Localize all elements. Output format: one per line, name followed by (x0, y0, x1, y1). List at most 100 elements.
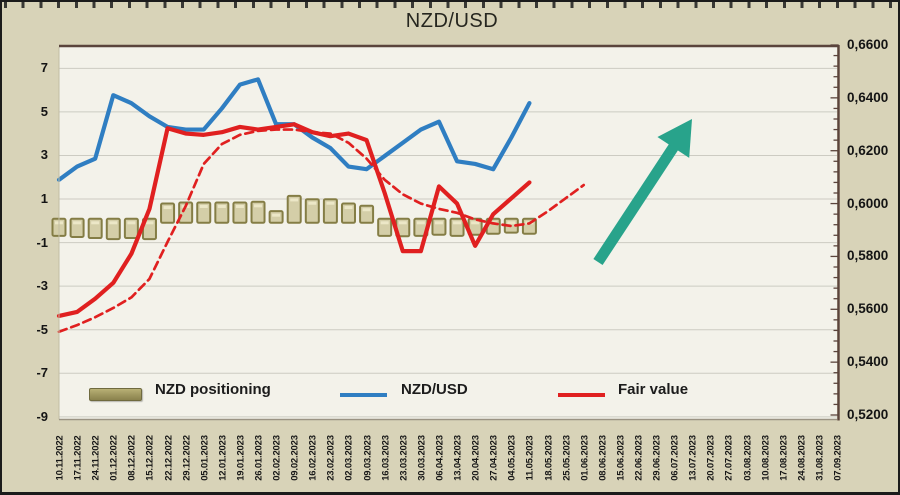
legend-swatch-nzd-positioning (89, 388, 142, 401)
bar-nzd-positioning (286, 194, 302, 224)
x-axis-label: 13.04.2023 (452, 435, 464, 481)
right-axis-tick-label: 0,6600 (847, 37, 889, 52)
legend-label-nzd-positioning: NZD positioning (155, 381, 271, 398)
left-axis-tick-label: -7 (36, 365, 48, 381)
top-axis-ticks (4, 2, 898, 8)
x-axis-label: 23.03.2023 (398, 435, 410, 481)
x-axis-label: 12.01.2023 (217, 435, 229, 481)
x-axis-label: 29.06.2023 (651, 435, 663, 481)
left-axis-tick-label: 3 (40, 147, 48, 163)
x-axis-label: 22.12.2022 (163, 435, 175, 481)
bar-highlight (362, 208, 371, 212)
left-axis-tick-label: 7 (40, 60, 48, 76)
right-axis-tick-label: 0,6400 (847, 89, 889, 105)
x-axis-label: 13.07.2023 (687, 435, 699, 481)
trend-arrow-head (657, 119, 692, 158)
bar-highlight (290, 198, 299, 202)
x-axis-label: 27.07.2023 (723, 435, 735, 481)
x-axis-label: 10.11.2022 (54, 435, 66, 481)
bar-nzd-positioning (268, 210, 284, 224)
x-axis-label: 17.08.2023 (778, 435, 790, 481)
plot-background (59, 47, 837, 420)
x-axis-label: 05.01.2023 (199, 435, 211, 481)
x-axis-label: 24.11.2022 (90, 435, 102, 481)
bar-nzd-positioning (322, 198, 338, 224)
bar-highlight (217, 204, 226, 208)
x-axis-label: 11.05.2023 (524, 435, 536, 481)
bar-highlight (127, 221, 136, 225)
bar-highlight (398, 221, 407, 225)
legend-label-fair-value: Fair value (618, 381, 689, 398)
x-axis-label: 24.08.2023 (796, 435, 808, 481)
right-axis-tick-label: 0,5400 (847, 354, 889, 370)
trend-arrow-shaft (593, 139, 682, 266)
x-axis-label: 10.08.2023 (760, 435, 772, 481)
bar-highlight (73, 221, 82, 225)
bar-highlight (254, 204, 263, 208)
x-axis-label: 04.05.2023 (506, 435, 518, 481)
x-axis-label: 15.06.2023 (615, 435, 627, 481)
legend-label-nzdusd: NZD/USD (401, 381, 468, 398)
x-axis-label: 20.04.2023 (470, 435, 482, 481)
left-axis-tick-label: -9 (36, 408, 48, 424)
x-axis-label: 15.12.2022 (144, 435, 156, 481)
x-axis-label: 01.12.2022 (108, 435, 120, 481)
bar-highlight (109, 221, 118, 225)
x-axis-label: 27.04.2023 (488, 435, 500, 481)
x-axis-label: 06.07.2023 (669, 435, 681, 481)
left-axis-tick-label: -1 (36, 234, 48, 250)
x-axis-label: 23.02.2023 (325, 435, 337, 481)
left-axis-tick-label: 1 (40, 191, 48, 207)
right-axis-tick-label: 0,6000 (847, 195, 889, 211)
x-axis-label: 16.02.2023 (307, 435, 319, 481)
bar-nzd-positioning (431, 217, 447, 236)
x-axis-label: 19.01.2023 (235, 435, 247, 481)
x-axis-label: 22.06.2023 (633, 435, 645, 481)
x-axis-label: 08.06.2023 (597, 435, 609, 481)
bar-highlight (434, 221, 443, 225)
bar-nzd-positioning (304, 198, 320, 224)
right-axis-tick-label: 0,5200 (847, 407, 889, 422)
bar-highlight (507, 221, 516, 225)
bar-highlight (326, 201, 335, 205)
bar-highlight (145, 221, 154, 225)
right-axis-tick-label: 0,5800 (847, 248, 889, 264)
x-axis-label: 25.05.2023 (561, 435, 573, 481)
bar-highlight (453, 221, 462, 225)
x-axis-label: 07.09.2023 (832, 435, 844, 481)
left-axis-tick-label: 5 (40, 103, 48, 119)
x-axis-label: 08.12.2022 (126, 435, 138, 481)
x-axis-label: 17.11.2022 (72, 435, 84, 481)
x-axis-label: 29.12.2022 (181, 435, 193, 481)
left-axis-tick-label: -5 (36, 321, 48, 337)
bar-highlight (416, 221, 425, 225)
bar-highlight (199, 204, 208, 208)
right-axis-tick-label: 0,6200 (847, 142, 889, 158)
series-line-fair-value-dashed (57, 128, 586, 334)
x-axis-label: 31.08.2023 (814, 435, 826, 481)
x-axis-label: 26.01.2023 (253, 435, 265, 481)
bar-highlight (272, 213, 281, 217)
legend-swatch-nzdusd-line (340, 393, 387, 397)
bar-highlight (380, 221, 389, 225)
bar-highlight (344, 206, 353, 210)
bar-highlight (235, 204, 244, 208)
chart-title: NZD/USD (405, 10, 499, 32)
x-axis-label: 20.07.2023 (705, 435, 717, 481)
bar-highlight (471, 221, 480, 225)
legend-swatch-fair-value-line (558, 393, 605, 397)
x-axis-label: 09.03.2023 (362, 435, 374, 481)
x-axis-label: 30.03.2023 (416, 435, 428, 481)
series-line-fair-value (56, 122, 532, 318)
x-axis-label: 18.05.2023 (543, 435, 554, 481)
bar-highlight (163, 206, 172, 210)
x-axis-label: 02.02.2023 (271, 435, 283, 481)
x-axis-label: 03.08.2023 (742, 435, 754, 481)
bar-highlight (91, 221, 100, 225)
x-axis-label: 16.03.2023 (380, 435, 392, 481)
x-axis-label: 02.03.2023 (343, 435, 355, 481)
right-axis-tick-label: 0,5600 (847, 301, 889, 317)
x-axis-label: 06.04.2023 (434, 435, 446, 481)
